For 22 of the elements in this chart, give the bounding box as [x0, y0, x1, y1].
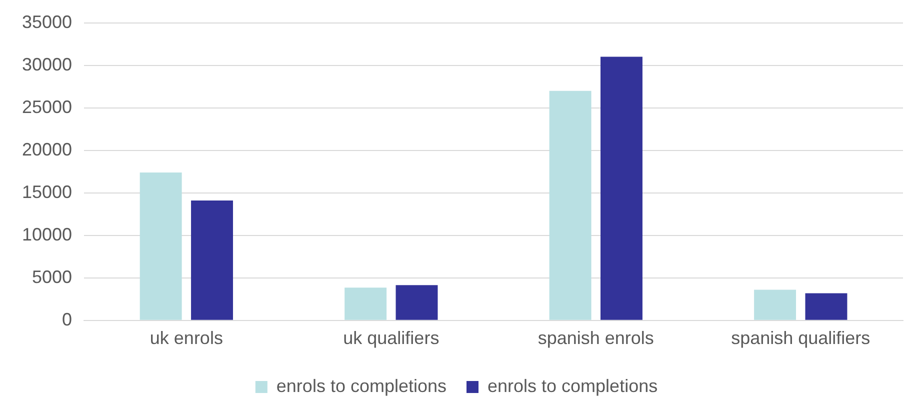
legend-label: enrols to completions: [276, 376, 447, 396]
y-tick-label: 30000: [22, 54, 72, 74]
bar: [754, 290, 796, 320]
y-tick-label: 20000: [22, 139, 72, 160]
bar: [396, 285, 438, 320]
bar: [805, 293, 848, 320]
y-tick-label: 0: [62, 309, 72, 330]
x-tick-label: spanish qualifiers: [731, 328, 870, 348]
y-tick-label: 5000: [32, 266, 72, 287]
y-tick-label: 10000: [22, 224, 72, 244]
bar: [191, 200, 233, 320]
bar: [140, 172, 182, 320]
bar: [344, 288, 387, 320]
y-tick-label: 25000: [22, 96, 72, 117]
y-tick-label: 35000: [22, 12, 72, 32]
y-tick-label: 15000: [22, 182, 72, 202]
x-tick-label: uk qualifiers: [343, 328, 440, 348]
bar: [600, 56, 642, 320]
bar: [549, 90, 592, 320]
legend-label: enrols to completions: [488, 376, 658, 396]
x-tick-label: uk enrols: [150, 328, 223, 348]
x-tick-label: spanish enrols: [538, 328, 654, 348]
